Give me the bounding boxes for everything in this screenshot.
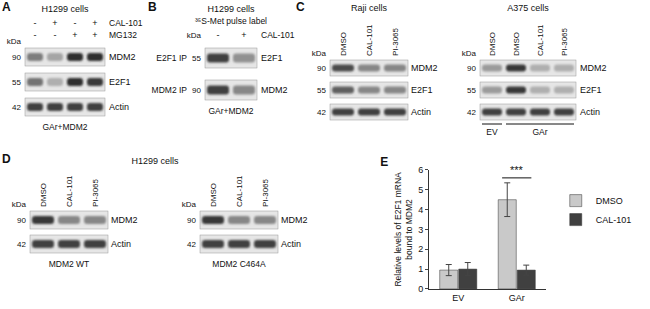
svg-text:MDM2 C464A: MDM2 C464A [212,259,266,269]
svg-text:MDM2: MDM2 [109,52,136,62]
svg-text:DMSO: DMSO [339,32,348,56]
svg-text:E2F1: E2F1 [261,53,283,63]
svg-text:42: 42 [187,240,196,249]
svg-text:PI-3065: PI-3065 [261,178,270,207]
svg-text:1: 1 [418,264,423,274]
svg-text:B: B [148,0,157,14]
svg-text:GAr+MDM2: GAr+MDM2 [208,106,253,116]
svg-text:55: 55 [12,78,21,87]
svg-text:42: 42 [12,103,21,112]
svg-text:kDa: kDa [312,49,327,58]
svg-text:MDM2: MDM2 [411,63,438,73]
svg-text:-: - [34,30,37,40]
svg-text:MDM2 WT: MDM2 WT [49,259,90,269]
svg-text:Actin: Actin [109,102,129,112]
svg-text:E2F1 IP: E2F1 IP [156,53,187,63]
svg-text:5: 5 [418,185,423,195]
svg-text:+: + [241,30,246,40]
svg-text:D: D [2,152,11,166]
svg-text:GAr: GAr [509,293,525,303]
svg-text:DMSO: DMSO [209,183,218,207]
svg-text:42: 42 [317,108,326,117]
svg-text:+: + [92,30,97,40]
svg-text:90: 90 [12,53,21,62]
svg-text:GAr: GAr [532,127,547,137]
svg-text:MDM2: MDM2 [111,215,138,225]
svg-text:-: - [74,18,77,28]
svg-text:E: E [380,155,388,169]
svg-text:0: 0 [418,284,423,294]
svg-text:Actin: Actin [111,239,131,249]
svg-text:MDM2: MDM2 [261,85,288,95]
svg-text:90: 90 [192,86,201,95]
svg-text:Actin: Actin [411,107,431,117]
svg-text:A375 cells: A375 cells [507,3,549,13]
svg-text:CAL-101: CAL-101 [365,24,374,56]
svg-text:42: 42 [467,108,476,117]
svg-text:2: 2 [418,244,423,254]
svg-text:90: 90 [17,216,26,225]
svg-text:MG132: MG132 [109,30,137,40]
svg-text:DMSO: DMSO [488,32,497,56]
svg-text:90: 90 [187,216,196,225]
svg-text:DMSO: DMSO [39,183,48,207]
svg-text:E2F1: E2F1 [411,85,433,95]
svg-text:E2F1: E2F1 [580,85,602,95]
svg-text:H1299 cells: H1299 cells [207,4,255,14]
svg-text:CAL-101: CAL-101 [596,215,632,225]
svg-text:PI-3065: PI-3065 [560,27,569,56]
svg-text:A: A [2,0,11,14]
svg-text:55: 55 [192,54,201,63]
svg-text:-: - [217,30,220,40]
svg-text:+: + [52,18,57,28]
svg-text:Raji cells: Raji cells [351,3,388,13]
svg-text:Actin: Actin [580,107,600,117]
svg-text:90: 90 [317,64,326,73]
svg-text:MDM2 IP: MDM2 IP [152,85,188,95]
svg-text:PI-3065: PI-3065 [91,178,100,207]
svg-text:GAr+MDM2: GAr+MDM2 [42,122,87,132]
svg-text:+: + [92,18,97,28]
svg-text:4: 4 [418,205,423,215]
svg-text:55: 55 [317,86,326,95]
svg-text:90: 90 [467,64,476,73]
svg-text:3: 3 [418,225,423,235]
svg-text:kDa: kDa [462,49,477,58]
svg-text:-: - [54,30,57,40]
svg-text:55: 55 [467,86,476,95]
svg-text:PI-3065: PI-3065 [391,27,400,56]
svg-text:EV: EV [452,293,464,303]
svg-text:C: C [296,0,305,14]
svg-text:6: 6 [418,165,423,175]
svg-text:MDM2: MDM2 [580,63,607,73]
svg-text:DMSO: DMSO [512,32,521,56]
svg-text:MDM2: MDM2 [281,215,308,225]
svg-text:³⁵S-Met pulse label: ³⁵S-Met pulse label [195,16,267,26]
svg-text:42: 42 [17,240,26,249]
svg-text:***: *** [510,164,524,176]
svg-text:kDa: kDa [182,200,197,209]
svg-text:H1299 cells: H1299 cells [131,156,179,166]
svg-text:Relative levels of E2F1 mRNAbo: Relative levels of E2F1 mRNAbound to MDM… [393,172,414,287]
svg-text:CAL-101: CAL-101 [536,24,545,56]
svg-text:H1299 cells: H1299 cells [41,4,89,14]
svg-text:kDa: kDa [7,37,22,46]
svg-text:EV: EV [486,127,498,137]
svg-text:+: + [72,30,77,40]
svg-text:kDa: kDa [187,31,202,40]
svg-text:CAL-101: CAL-101 [109,18,143,28]
svg-text:CAL-101: CAL-101 [65,175,74,207]
svg-text:E2F1: E2F1 [109,77,131,87]
svg-text:CAL-101: CAL-101 [261,30,295,40]
svg-text:CAL-101: CAL-101 [235,175,244,207]
svg-text:Actin: Actin [281,239,301,249]
svg-text:-: - [34,18,37,28]
svg-text:kDa: kDa [12,200,27,209]
svg-text:DMSO: DMSO [596,196,623,206]
